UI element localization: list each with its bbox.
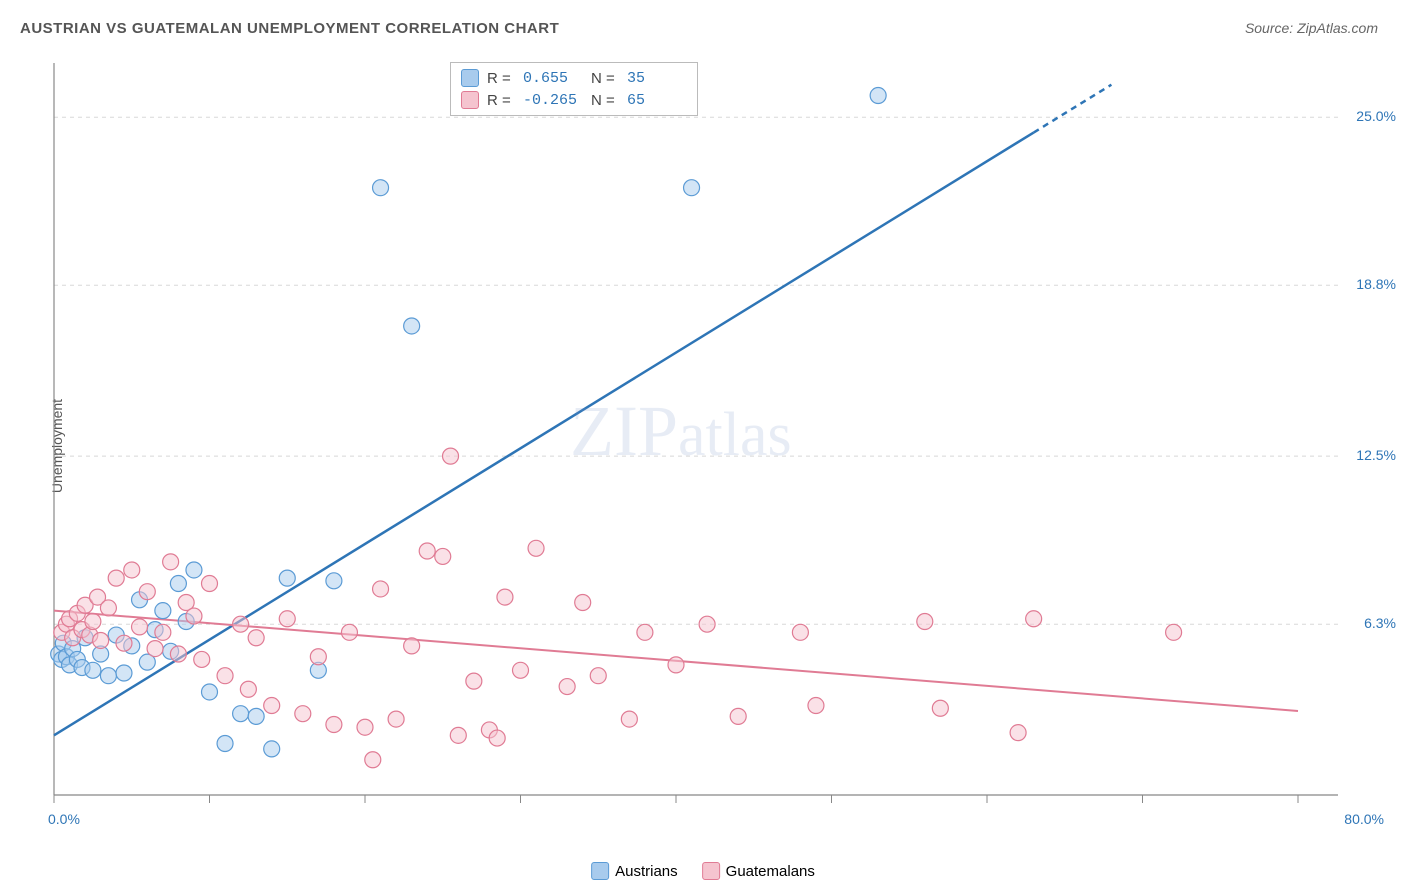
stats-row-guatemalans: R = -0.265 N = 65 <box>461 89 687 111</box>
y-tick-label: 6.3% <box>1364 615 1396 631</box>
source-attribution: Source: ZipAtlas.com <box>1245 20 1378 36</box>
r-label: R = <box>487 70 515 87</box>
n-label: N = <box>591 92 619 109</box>
chart-title: AUSTRIAN VS GUATEMALAN UNEMPLOYMENT CORR… <box>20 20 559 37</box>
n-label: N = <box>591 70 619 87</box>
swatch-guatemalans <box>461 91 479 109</box>
y-tick-label: 12.5% <box>1356 447 1396 463</box>
stats-legend-box: R = 0.655 N = 35 R = -0.265 N = 65 <box>450 62 698 116</box>
chart-svg <box>48 55 1348 825</box>
r-label: R = <box>487 92 515 109</box>
stats-row-austrians: R = 0.655 N = 35 <box>461 67 687 89</box>
r-value-guatemalans: -0.265 <box>523 92 583 109</box>
x-legend-austrians: Austrians <box>591 862 678 880</box>
y-tick-label: 25.0% <box>1356 108 1396 124</box>
x-legend-label-guatemalans: Guatemalans <box>726 863 815 880</box>
x-legend-label-austrians: Austrians <box>615 863 678 880</box>
y-tick-label: 18.8% <box>1356 276 1396 292</box>
x-min-label: 0.0% <box>48 811 80 827</box>
plot-area <box>48 55 1348 825</box>
x-max-label: 80.0% <box>1344 811 1384 827</box>
swatch-austrians <box>461 69 479 87</box>
chart-container: AUSTRIAN VS GUATEMALAN UNEMPLOYMENT CORR… <box>0 0 1406 892</box>
x-legend-guatemalans: Guatemalans <box>702 862 815 880</box>
swatch-austrians-bottom <box>591 862 609 880</box>
swatch-guatemalans-bottom <box>702 862 720 880</box>
n-value-guatemalans: 65 <box>627 92 687 109</box>
n-value-austrians: 35 <box>627 70 687 87</box>
x-legend: Austrians Guatemalans <box>591 862 815 880</box>
r-value-austrians: 0.655 <box>523 70 583 87</box>
